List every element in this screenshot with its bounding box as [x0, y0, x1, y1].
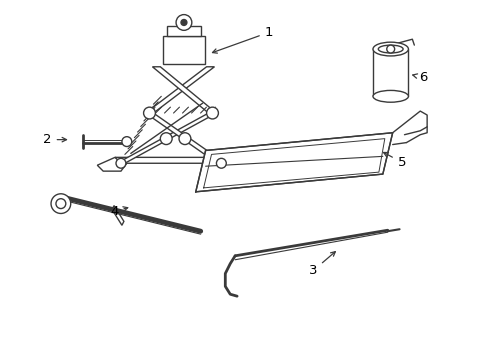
- Circle shape: [122, 137, 131, 147]
- Polygon shape: [97, 157, 126, 171]
- Polygon shape: [152, 67, 216, 113]
- Text: 4: 4: [110, 205, 127, 218]
- Circle shape: [179, 133, 190, 145]
- Circle shape: [206, 107, 218, 119]
- Bar: [163, 36, 204, 64]
- Circle shape: [160, 133, 172, 145]
- Polygon shape: [112, 206, 123, 225]
- Polygon shape: [215, 157, 244, 171]
- Text: 2: 2: [43, 133, 66, 146]
- Polygon shape: [145, 113, 225, 163]
- Polygon shape: [115, 157, 233, 163]
- Text: 3: 3: [308, 252, 335, 277]
- Text: 5: 5: [383, 152, 405, 169]
- Ellipse shape: [372, 90, 407, 102]
- Bar: [167, 26, 200, 36]
- Polygon shape: [145, 67, 214, 113]
- Polygon shape: [195, 133, 392, 192]
- Circle shape: [143, 107, 155, 119]
- Circle shape: [216, 158, 226, 168]
- Polygon shape: [117, 113, 216, 163]
- Circle shape: [176, 15, 191, 30]
- Circle shape: [181, 19, 186, 26]
- Circle shape: [386, 45, 394, 53]
- Circle shape: [56, 199, 66, 208]
- Text: 1: 1: [212, 26, 273, 53]
- Ellipse shape: [378, 45, 402, 53]
- Circle shape: [116, 158, 125, 168]
- Text: 6: 6: [412, 71, 427, 84]
- Ellipse shape: [372, 42, 407, 56]
- Circle shape: [51, 194, 71, 213]
